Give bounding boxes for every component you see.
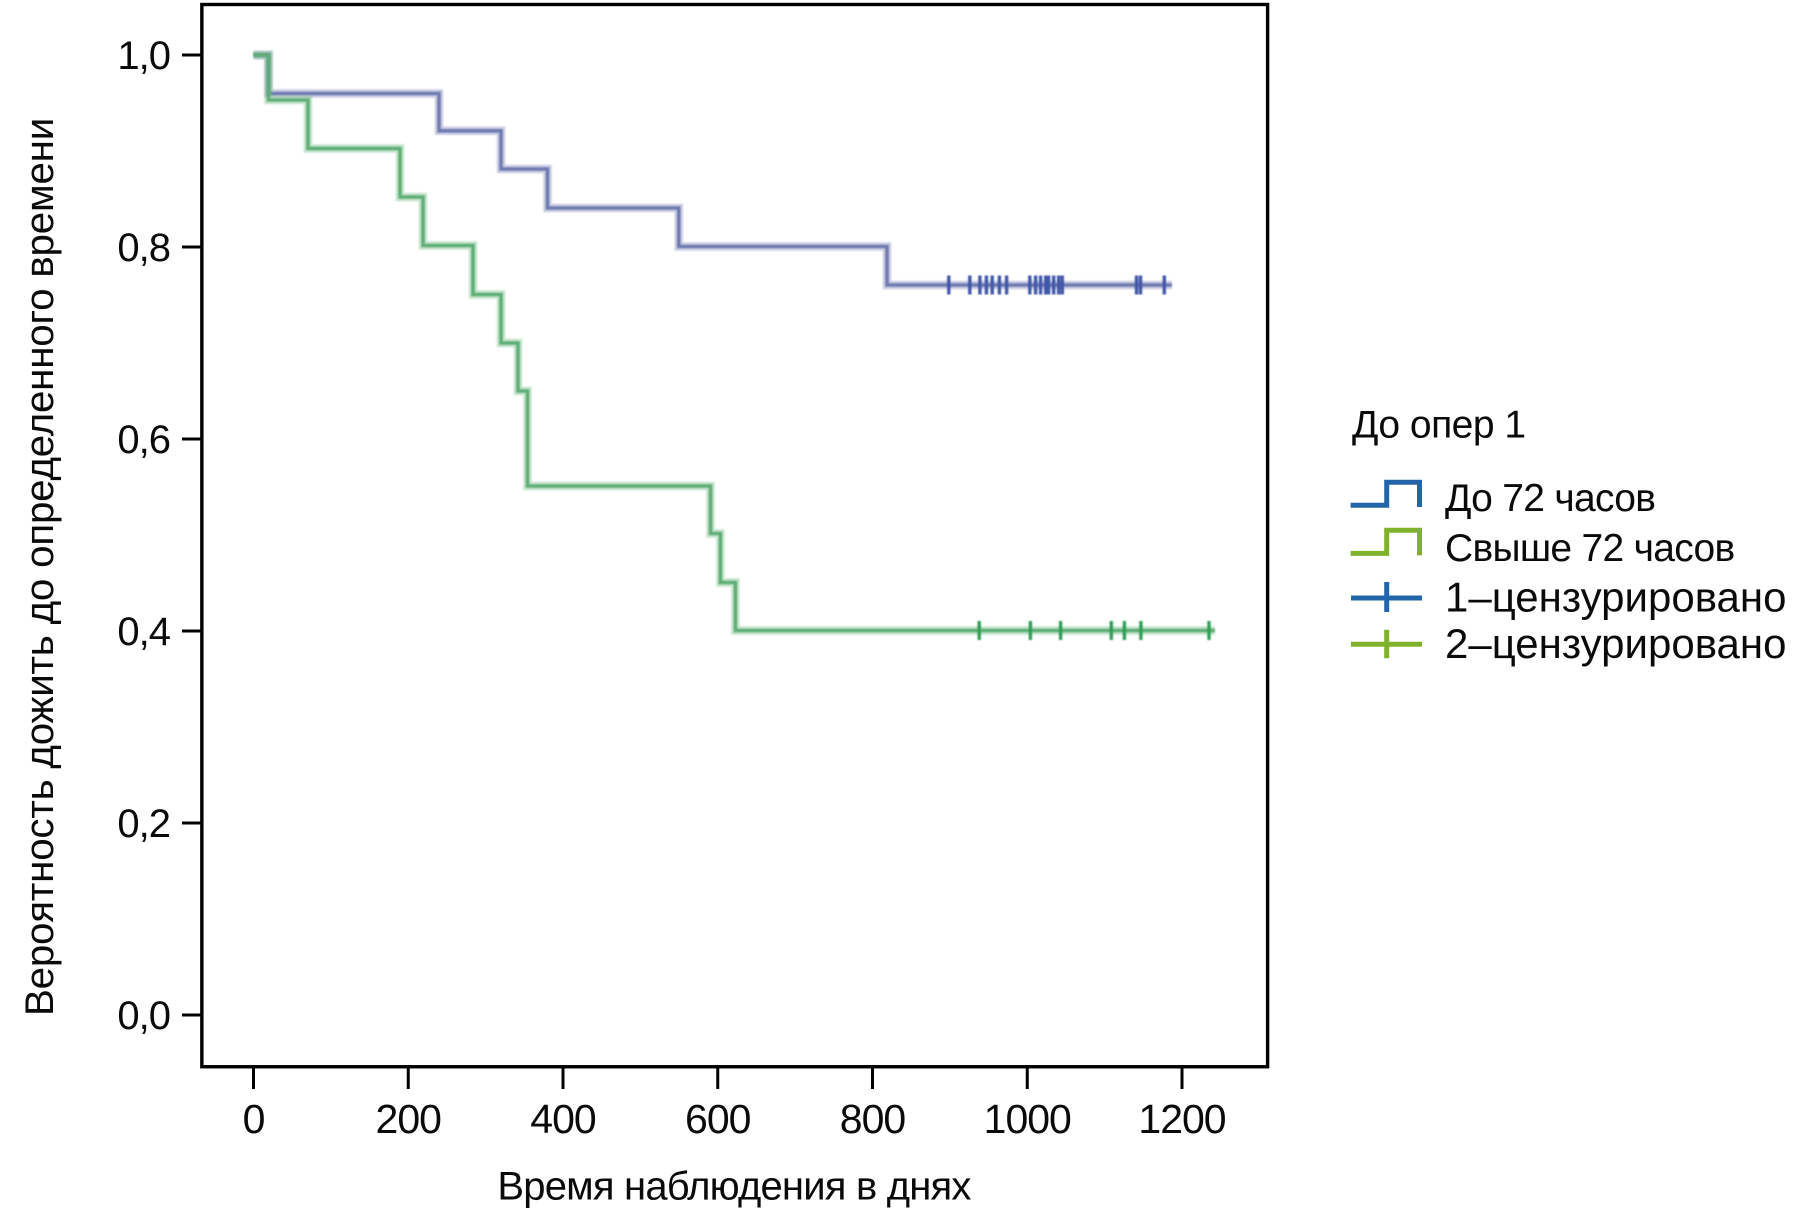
svg-text:800: 800 xyxy=(840,1096,906,1142)
svg-text:Время наблюдения в днях: Время наблюдения в днях xyxy=(497,1165,971,1209)
svg-text:1–цензурировано: 1–цензурировано xyxy=(1445,573,1786,620)
svg-text:До опер 1: До опер 1 xyxy=(1352,404,1526,447)
svg-text:До 72 часов: До 72 часов xyxy=(1445,477,1655,520)
svg-text:1000: 1000 xyxy=(984,1096,1071,1142)
svg-text:0,0: 0,0 xyxy=(117,994,170,1038)
svg-text:0,8: 0,8 xyxy=(117,226,170,270)
svg-text:600: 600 xyxy=(685,1096,751,1142)
svg-text:0: 0 xyxy=(243,1096,265,1142)
svg-text:200: 200 xyxy=(376,1096,442,1142)
svg-text:400: 400 xyxy=(530,1096,596,1142)
svg-text:Вероятность дожить до определе: Вероятность дожить до определенного врем… xyxy=(17,118,62,1016)
svg-text:1200: 1200 xyxy=(1138,1096,1225,1142)
svg-text:2–цензурировано: 2–цензурировано xyxy=(1445,620,1786,667)
svg-text:0,6: 0,6 xyxy=(117,418,170,462)
svg-text:Свыше 72 часов: Свыше 72 часов xyxy=(1445,527,1735,570)
svg-text:0,4: 0,4 xyxy=(117,610,170,654)
svg-text:0,2: 0,2 xyxy=(117,802,170,846)
svg-text:1,0: 1,0 xyxy=(117,34,170,78)
